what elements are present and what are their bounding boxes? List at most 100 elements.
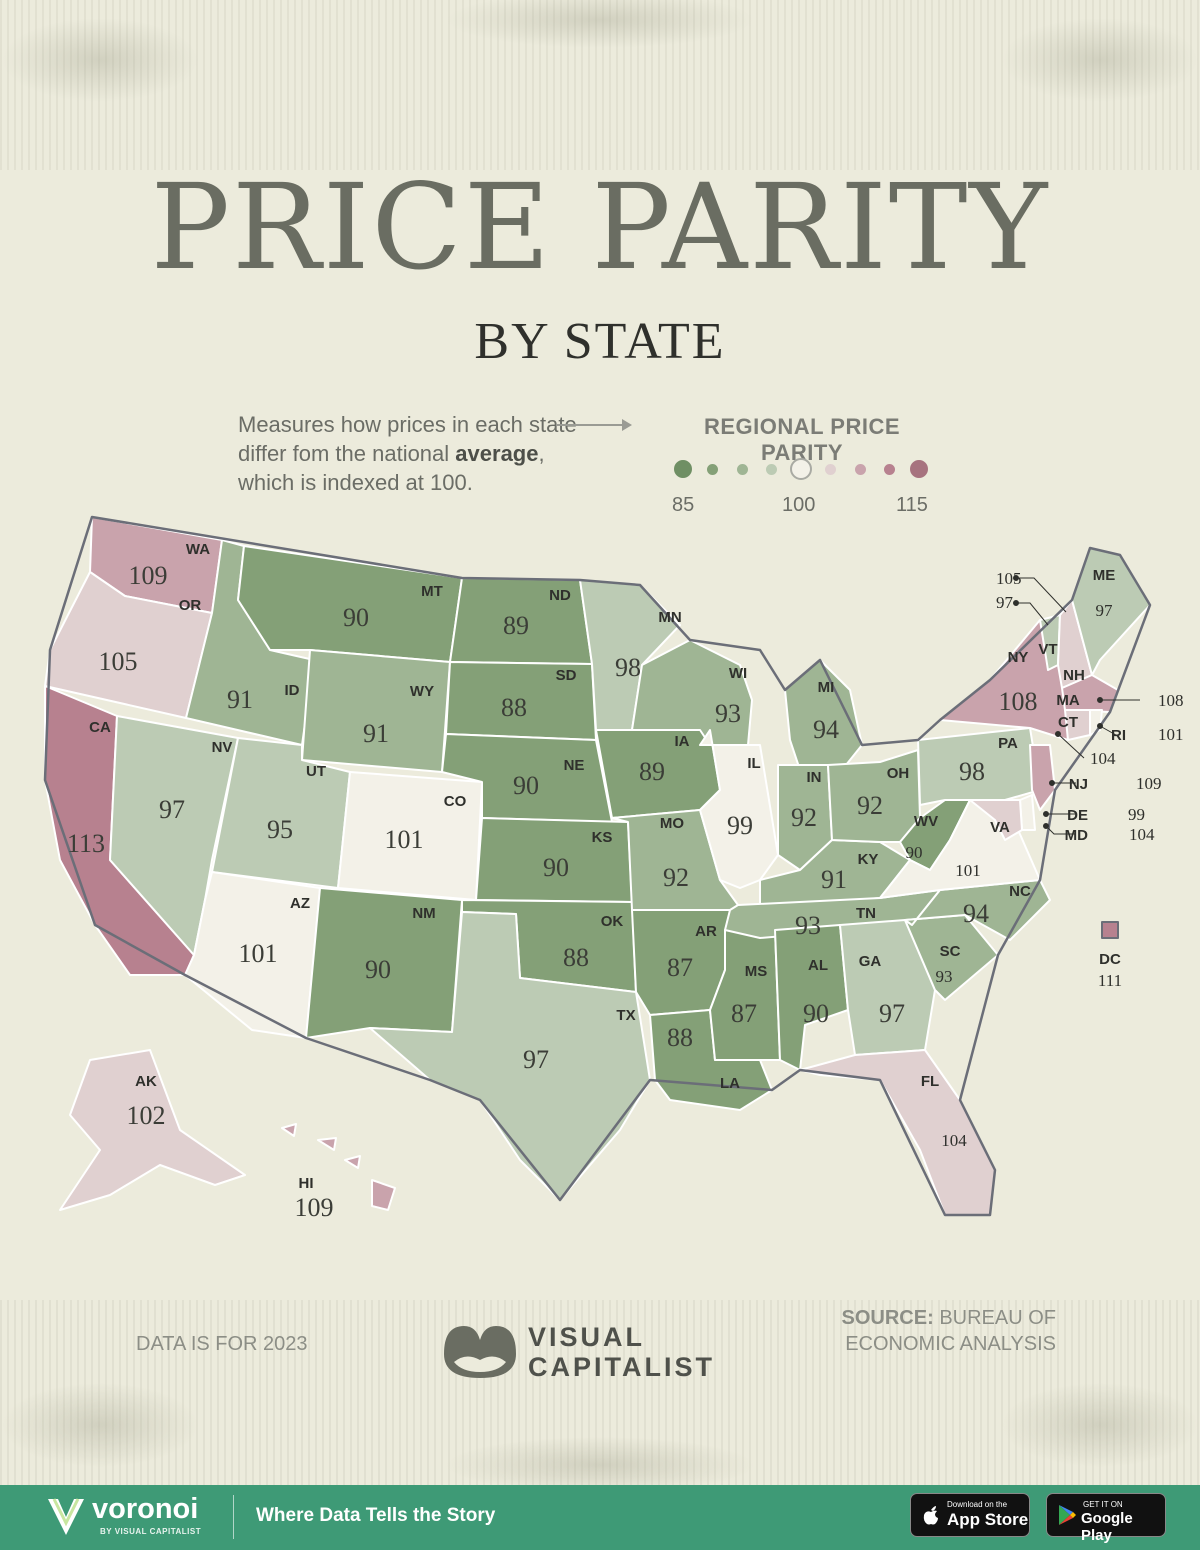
state-value-or: 105 xyxy=(99,647,138,676)
state-abbr-ks: KS xyxy=(592,829,613,846)
state-abbr-vt: VT xyxy=(1038,641,1057,658)
state-value-wv: 90 xyxy=(906,843,923,862)
state-value-mn: 98 xyxy=(615,653,641,682)
state-abbr-hi: HI xyxy=(299,1175,314,1192)
legend-swatch xyxy=(852,461,868,477)
state-value-wi: 93 xyxy=(715,699,741,728)
footer-bar: voronoi BY VISUAL CAPITALIST Where Data … xyxy=(0,1485,1200,1550)
app-store-button[interactable]: Download on the App Store xyxy=(910,1493,1030,1537)
state-ak xyxy=(59,1049,246,1211)
visual-capitalist-wordmark: VISUAL CAPITALIST xyxy=(528,1322,715,1382)
state-value-ne: 90 xyxy=(513,771,539,800)
state-value-dc: 111 xyxy=(1098,971,1122,990)
state-abbr-az: AZ xyxy=(290,895,310,912)
arrow-icon xyxy=(556,419,632,431)
state-value-la: 88 xyxy=(667,1023,693,1052)
state-value-in: 92 xyxy=(791,803,817,832)
state-abbr-ok: OK xyxy=(601,913,624,930)
state-abbr-la: LA xyxy=(720,1075,740,1092)
state-value-al: 90 xyxy=(803,999,829,1028)
state-value-ma: 108 xyxy=(1158,691,1184,710)
state-dc xyxy=(1101,921,1119,939)
state-abbr-ri: RI xyxy=(1111,727,1126,744)
legend-title: REGIONAL PRICE PARITY xyxy=(703,414,901,465)
state-value-md: 104 xyxy=(1129,825,1155,844)
state-value-az: 101 xyxy=(239,939,278,968)
state-value-mo: 92 xyxy=(663,863,689,892)
state-value-de: 99 xyxy=(1128,805,1145,824)
google-play-label: Google Play xyxy=(1081,1510,1133,1544)
leader-line-vt xyxy=(1016,602,1049,626)
source-text: BUREAU OF ECONOMIC ANALYSIS xyxy=(845,1307,1056,1355)
state-abbr-tn: TN xyxy=(856,905,876,922)
wordmark-line-2: CAPITALIST xyxy=(528,1352,715,1382)
state-value-mt: 90 xyxy=(343,603,369,632)
state-abbr-ky: KY xyxy=(858,851,879,868)
state-value-tx: 97 xyxy=(523,1045,549,1074)
state-abbr-mi: MI xyxy=(818,679,835,696)
state-abbr-fl: FL xyxy=(921,1073,939,1090)
legend-swatch xyxy=(790,458,812,480)
google-play-button[interactable]: GET IT ON Google Play xyxy=(1046,1493,1166,1544)
us-outline xyxy=(43,515,1152,1217)
state-value-va: 101 xyxy=(955,861,981,880)
decorative-banner-top xyxy=(0,0,1200,170)
legend-swatch xyxy=(734,461,750,477)
wordmark-line-1: VISUAL xyxy=(528,1322,646,1352)
legend-swatch xyxy=(823,461,838,477)
leader-line-md xyxy=(1045,825,1076,835)
google-play-small-text: GET IT ON xyxy=(1083,1500,1123,1509)
state-value-vt: 97 xyxy=(996,593,1014,612)
state-value-tn: 93 xyxy=(795,911,821,940)
state-value-ut: 95 xyxy=(267,815,293,844)
leader-dot-de xyxy=(1043,811,1049,817)
state-abbr-in: IN xyxy=(807,769,822,786)
state-value-sc: 93 xyxy=(936,967,953,986)
state-nj xyxy=(1029,744,1056,811)
state-abbr-sd: SD xyxy=(556,667,577,684)
leader-line-ct xyxy=(1057,733,1085,759)
app-store-label: App Store xyxy=(947,1510,1029,1529)
leader-dot-ri xyxy=(1097,723,1103,729)
state-abbr-wy: WY xyxy=(410,683,434,700)
state-abbr-mo: MO xyxy=(660,815,684,832)
state-md xyxy=(969,799,1023,841)
state-value-nc: 94 xyxy=(963,899,989,928)
description-text-bold: average xyxy=(455,441,539,466)
legend-swatch xyxy=(908,458,930,480)
state-value-oh: 92 xyxy=(857,791,883,820)
state-abbr-or: OR xyxy=(179,597,202,614)
state-value-ia: 89 xyxy=(639,757,665,786)
state-abbr-nj: NJ xyxy=(1069,776,1088,793)
leader-dot-nh xyxy=(1013,575,1019,581)
state-abbr-me: ME xyxy=(1093,567,1116,584)
visual-capitalist-logo-icon xyxy=(444,1326,516,1378)
state-abbr-tx: TX xyxy=(616,1007,635,1024)
state-value-ct: 104 xyxy=(1090,749,1116,768)
state-value-ga: 97 xyxy=(879,999,905,1028)
state-value-wa: 109 xyxy=(129,561,168,590)
voronoi-logo-icon xyxy=(48,1498,84,1535)
state-abbr-il: IL xyxy=(747,755,760,772)
voronoi-brand: voronoi xyxy=(92,1493,199,1525)
state-abbr-ia: IA xyxy=(675,733,690,750)
state-value-il: 99 xyxy=(727,811,753,840)
state-abbr-sc: SC xyxy=(940,943,961,960)
legend-swatch xyxy=(764,461,779,477)
state-value-fl: 104 xyxy=(941,1131,967,1150)
state-abbr-wv: WV xyxy=(914,813,938,830)
state-value-wy: 91 xyxy=(363,719,389,748)
footer-tagline: Where Data Tells the Story xyxy=(256,1505,496,1526)
state-abbr-ct: CT xyxy=(1058,714,1078,731)
state-abbr-mn: MN xyxy=(658,609,681,626)
state-value-nj: 109 xyxy=(1136,774,1162,793)
leader-dot-nj xyxy=(1049,780,1055,786)
state-value-me: 97 xyxy=(1096,601,1114,620)
legend-swatch xyxy=(705,461,720,477)
state-value-ks: 90 xyxy=(543,853,569,882)
legend-swatch xyxy=(672,458,694,480)
state-abbr-al: AL xyxy=(808,957,828,974)
state-abbr-ms: MS xyxy=(745,963,768,980)
footer-divider xyxy=(233,1495,234,1539)
state-value-nv: 97 xyxy=(159,795,185,824)
